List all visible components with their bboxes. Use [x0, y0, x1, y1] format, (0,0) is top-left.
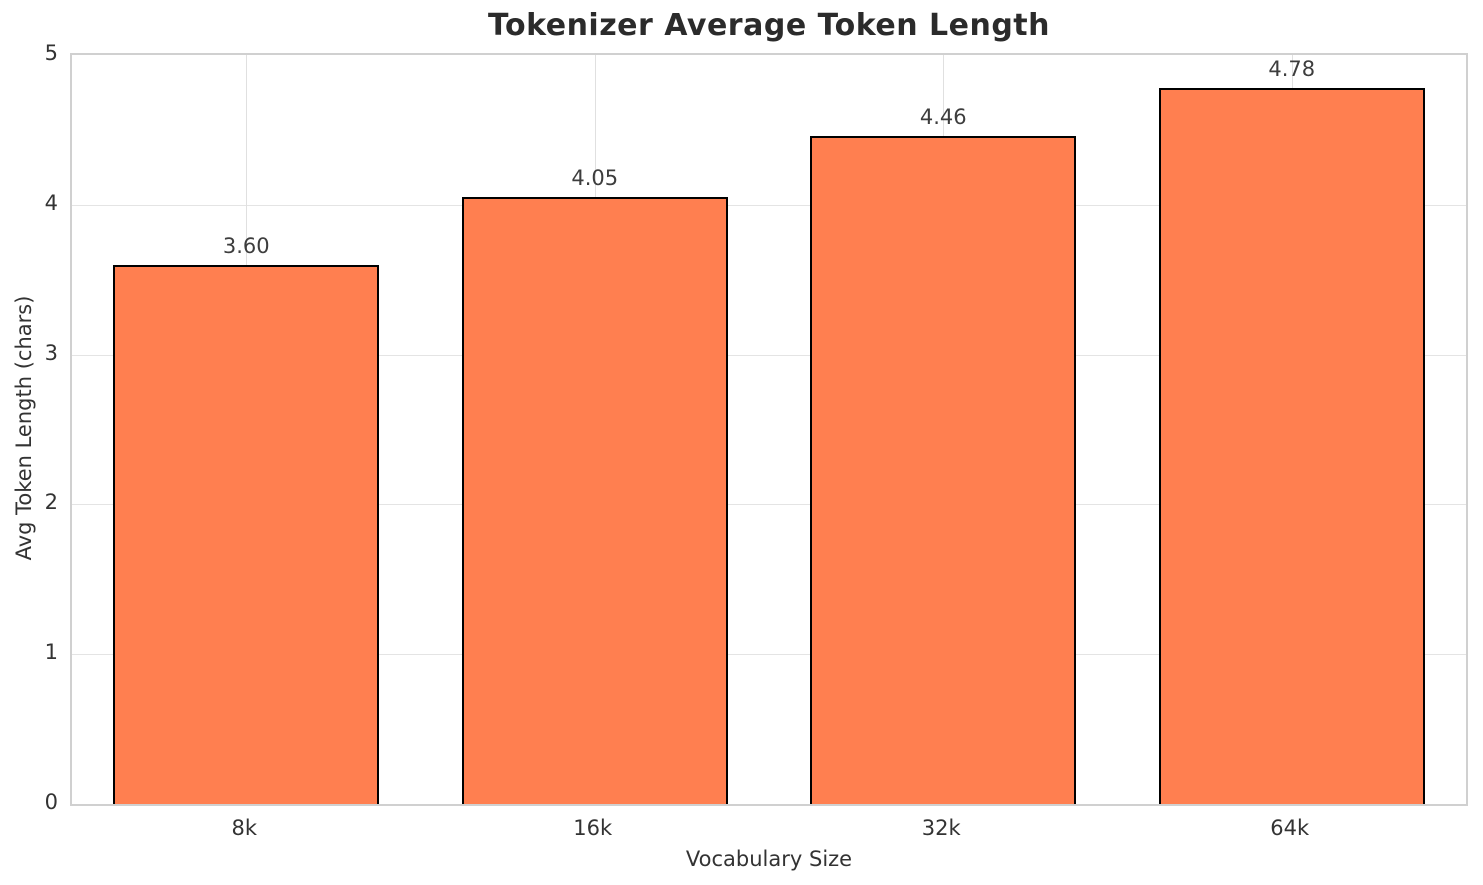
y-tick-label-4: 4 — [44, 190, 58, 215]
gridline-h-1 — [72, 654, 1466, 656]
gridline-h-2 — [72, 504, 1466, 506]
bar-8k — [113, 264, 380, 804]
bar-value-label-16k: 4.05 — [571, 166, 619, 191]
bar-value-label-64k: 4.78 — [1268, 56, 1316, 81]
y-tick-label-0: 0 — [44, 790, 58, 814]
bar-64k — [1158, 87, 1425, 804]
bar-value-label-32k: 4.46 — [919, 104, 967, 129]
gridline-h-4 — [72, 204, 1466, 206]
bar-value-label-8k: 3.60 — [222, 233, 270, 258]
y-axis-label: Avg Token Length (chars) — [12, 295, 36, 561]
y-tick-label-2: 2 — [44, 490, 58, 515]
x-tick-label-8k: 8k — [231, 816, 258, 840]
y-tick-label-1: 1 — [44, 640, 58, 665]
plot-area: 3.60 4.05 4.46 4.78 — [70, 53, 1468, 806]
chart-title: Tokenizer Average Token Length — [487, 8, 1050, 43]
x-tick-label-32k: 32k — [921, 816, 961, 840]
gridline-h-3 — [72, 354, 1466, 356]
x-tick-label-64k: 64k — [1270, 816, 1310, 840]
bar-32k — [810, 135, 1077, 804]
x-axis-label: Vocabulary Size — [685, 847, 853, 871]
x-tick-label-16k: 16k — [573, 816, 613, 840]
y-tick-label-5: 5 — [44, 41, 58, 65]
bar-16k — [461, 197, 728, 804]
y-tick-label-3: 3 — [44, 340, 58, 365]
